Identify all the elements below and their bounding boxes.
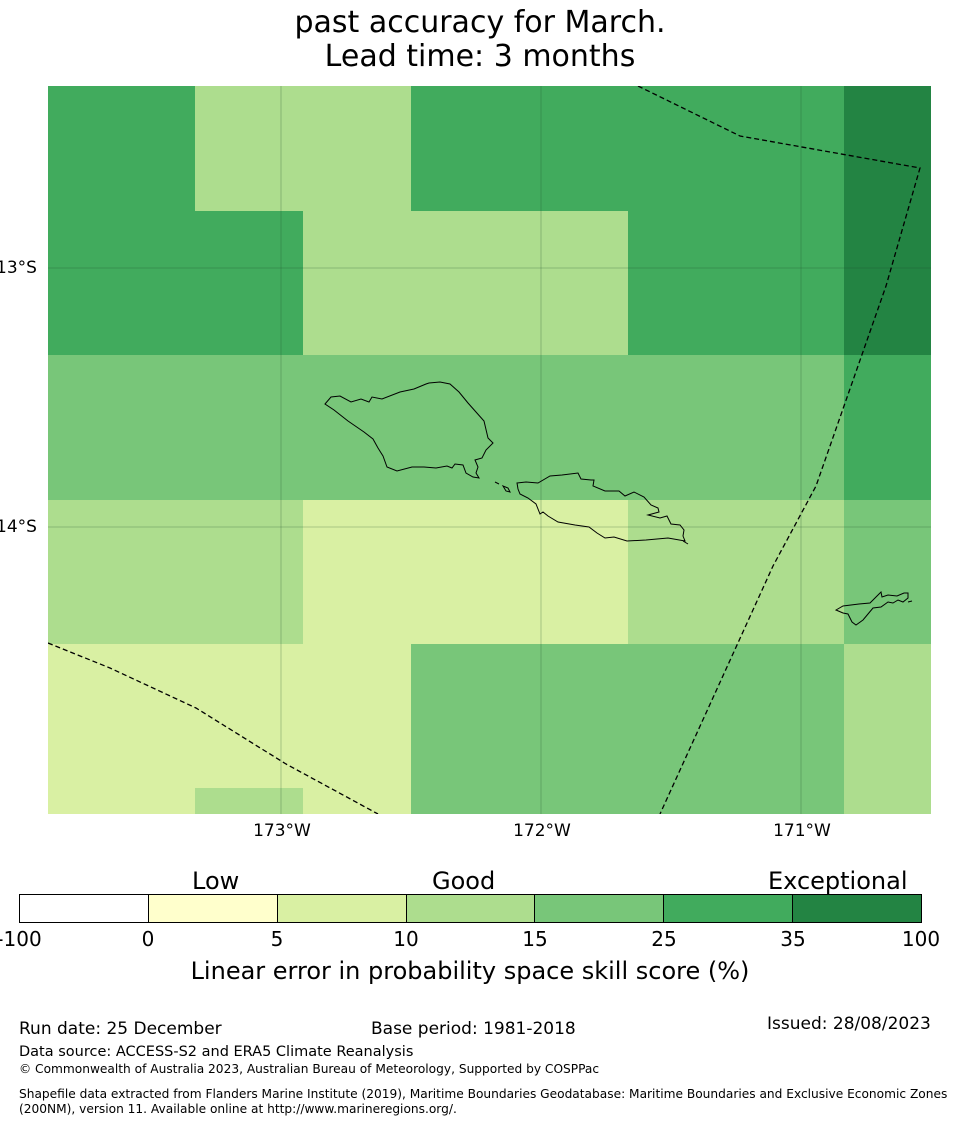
lon-label-171w: 171°W — [773, 821, 831, 841]
grid-cell — [844, 500, 931, 644]
aunuu-islet-outline — [907, 600, 913, 603]
colorbar-tick: 10 — [393, 927, 419, 951]
grid-cell — [411, 355, 628, 500]
grid-cell — [195, 644, 303, 788]
colorbar-tick: 35 — [780, 927, 806, 951]
skill-grid-cells — [48, 86, 931, 814]
grid-cell — [844, 211, 931, 355]
category-label-low: Low — [192, 867, 240, 895]
category-label-good: Good — [432, 867, 496, 895]
eez-boundaries — [48, 86, 921, 814]
colorbar-segment — [406, 895, 536, 922]
grid-cell — [411, 788, 628, 814]
colorbar-tick: 100 — [901, 927, 941, 951]
eez-boundary-north-east — [637, 86, 921, 814]
grid-cell — [411, 500, 628, 644]
colorbar-segment — [793, 895, 922, 922]
grid-cell — [736, 644, 844, 788]
copyright-text: © Commonwealth of Australia 2023, Austra… — [19, 1062, 600, 1076]
graticule-lines — [48, 86, 931, 814]
grid-cell — [195, 355, 303, 500]
grid-cell — [844, 355, 931, 500]
shapefile-credit-line-1: Shapefile data extracted from Flanders M… — [19, 1087, 948, 1101]
lat-label-13s: 13°S — [0, 258, 37, 278]
skill-map — [48, 86, 931, 814]
colorbar-segment — [535, 895, 665, 922]
shapefile-credit-line-2: (200NM), version 11. Available online at… — [19, 1102, 457, 1116]
coastlines — [324, 381, 913, 626]
grid-cell — [844, 644, 931, 788]
grid-cell — [303, 86, 411, 211]
grid-cell — [628, 355, 736, 500]
grid-cell — [48, 355, 195, 500]
map-title-line-2: Lead time: 3 months — [324, 39, 636, 74]
grid-cell — [736, 86, 844, 211]
lon-label-173w: 173°W — [253, 821, 311, 841]
colorbar-tick: 0 — [141, 927, 155, 951]
grid-cell — [195, 211, 303, 355]
grid-cell — [195, 86, 303, 211]
issued-date-text: Issued: 28/08/2023 — [767, 1014, 931, 1034]
skill-colorbar — [19, 894, 922, 923]
colorbar-segment — [20, 895, 149, 922]
grid-cell — [736, 211, 844, 355]
colorbar-tick: 25 — [651, 927, 677, 951]
run-date-text: Run date: 25 December — [19, 1019, 222, 1039]
grid-cell — [303, 644, 411, 788]
lat-label-14s: 14°S — [0, 517, 37, 537]
category-label-exceptional: Exceptional — [768, 867, 908, 895]
savaii-island-outline — [324, 381, 494, 479]
grid-cell — [411, 644, 628, 788]
data-source-text: Data source: ACCESS-S2 and ERA5 Climate … — [19, 1044, 414, 1060]
base-period-text: Base period: 1981-2018 — [371, 1019, 576, 1039]
map-title-line-1: past accuracy for March. — [294, 5, 666, 40]
grid-cell — [736, 500, 844, 644]
grid-cell — [736, 355, 844, 500]
grid-cell — [48, 500, 195, 644]
colorbar-tick: 15 — [522, 927, 548, 951]
grid-cell — [628, 788, 736, 814]
colorbar-axis-label: Linear error in probability space skill … — [190, 957, 750, 985]
grid-cell — [628, 86, 736, 211]
lon-label-172w: 172°W — [513, 821, 571, 841]
upolu-island-outline — [516, 472, 686, 542]
grid-cell — [844, 788, 931, 814]
grid-cell — [48, 644, 195, 788]
manono-islet-outline — [501, 484, 511, 493]
grid-cell — [195, 500, 303, 644]
colorbar-segment — [148, 895, 278, 922]
grid-cell — [411, 211, 628, 355]
colorbar-segment — [664, 895, 794, 922]
grid-cell — [628, 500, 736, 644]
grid-cell — [48, 86, 195, 211]
grid-cell — [844, 86, 931, 211]
upolu-east-point-outline — [682, 540, 689, 545]
grid-cell — [303, 788, 411, 814]
grid-cell — [628, 644, 736, 788]
colorbar-tick: 5 — [270, 927, 284, 951]
grid-cell — [736, 788, 844, 814]
grid-cell — [48, 788, 195, 814]
grid-cell — [195, 788, 303, 814]
apolima-islet-outline — [494, 481, 500, 485]
grid-cell — [411, 86, 628, 211]
eez-boundary-south-west — [48, 642, 379, 814]
grid-cell — [303, 500, 411, 644]
grid-cell — [48, 211, 195, 355]
tutuila-island-outline — [834, 590, 909, 626]
grid-cell — [303, 211, 411, 355]
colorbar-tick: -100 — [0, 927, 42, 951]
colorbar-segment — [277, 895, 407, 922]
grid-cell — [628, 211, 736, 355]
